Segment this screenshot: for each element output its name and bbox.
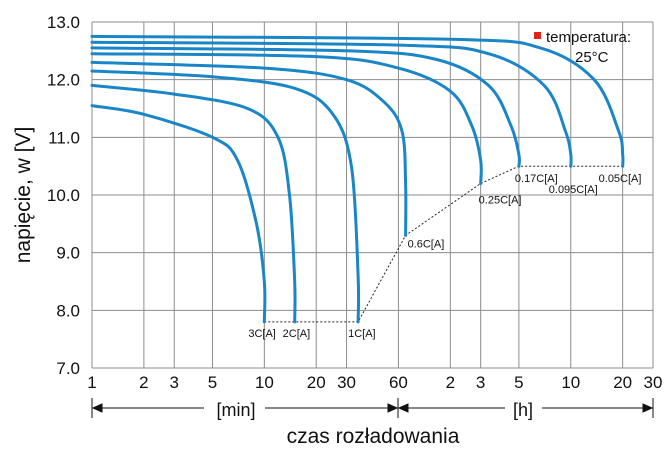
curve-labels: 3C[A] 2C[A] 1C[A]0.6C[A]0.25C[A]0.17C[A]0.… [248,173,641,340]
x-tick-label: 2 [446,373,455,392]
discharge-curve [90,69,361,324]
y-tick-labels: 7.0 8.0 9.0 10.0 11.0 12.0 13.0 [47,13,80,378]
discharge-curve [90,83,297,324]
discharge-curves [90,34,625,324]
curve-label: 1C[A] [348,328,376,340]
y-tick-label: 11.0 [48,128,80,147]
h-arrowhead-left [397,403,409,413]
y-tick-label: 13.0 [47,13,80,32]
x-tick-label: 10 [561,373,580,392]
discharge-curve [90,104,267,324]
x-tick-label: 20 [307,373,326,392]
grid [91,21,654,369]
curve-label: 3C[A] [248,328,276,340]
curve-label: 0.17C[A] [515,173,558,185]
y-tick-label: 10.0 [47,186,80,205]
curve-label: 0.095C[A] [549,184,598,196]
y-tick-label: 9.0 [56,244,80,263]
discharge-curve [90,46,521,168]
unit-arrows [91,398,654,418]
min-arrowhead-right [387,403,399,413]
x-tick-label: 60 [389,373,408,392]
legend-value: 25°C [575,49,609,66]
x-tick-label: 30 [337,373,356,392]
curve-label: 2C[A] [283,328,311,340]
y-tick-label: 7.0 [56,359,80,378]
legend-label: temperatura: [546,29,631,46]
x-tick-label: 10 [255,373,274,392]
min-unit-label: [min] [216,400,255,420]
y-tick-label: 12.0 [47,71,80,90]
y-axis-title: napięcie, w [V] [12,127,35,264]
x-tick-label: 5 [208,373,217,392]
discharge-curve [90,40,573,168]
min-arrowhead-left [91,403,103,413]
h-arrowhead-right [642,403,654,413]
discharge-curve [90,52,483,185]
curve-label: 0.6C[A] [408,238,445,250]
x-tick-label: 30 [644,373,663,392]
curve-label: 0.05C[A] [599,173,642,185]
x-axis-title: czas rozładowania [287,425,460,448]
x-tick-label: 1 [87,373,96,392]
discharge-curve [90,60,408,237]
h-unit-label: [h] [513,400,533,420]
curve-label: 0.25C[A] [479,194,522,206]
x-tick-label: 2 [139,373,148,392]
x-tick-label: 20 [613,373,632,392]
legend-swatch [534,32,541,39]
discharge-curve [90,34,625,168]
x-tick-label: 5 [514,373,523,392]
x-tick-labels: 1 2 3 5 10 20 30 60 2 3 5 10 20 30 [87,373,662,392]
x-tick-label: 3 [476,373,485,392]
x-tick-label: 3 [169,373,178,392]
y-tick-label: 8.0 [56,301,80,320]
